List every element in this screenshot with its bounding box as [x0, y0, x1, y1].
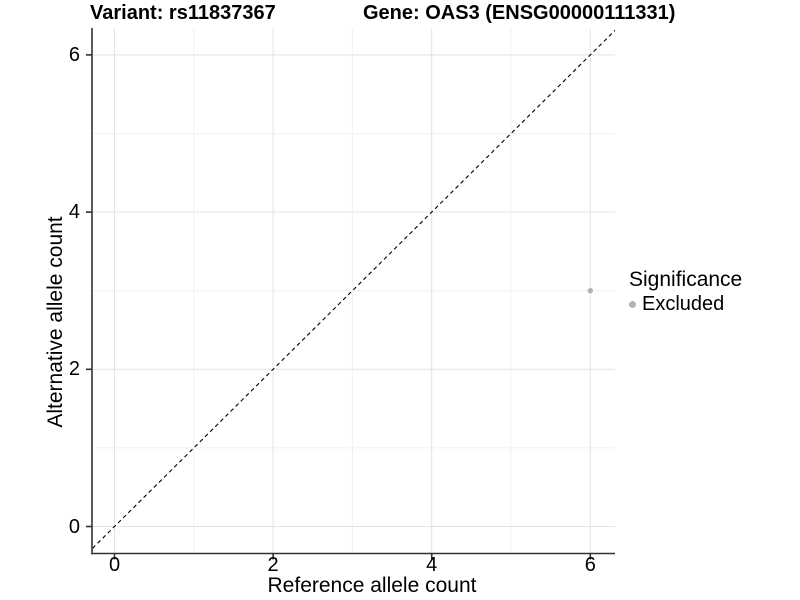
x-tick-label: 4: [426, 554, 438, 576]
y-tick-label: 2: [68, 358, 80, 381]
y-tick-label: 6: [68, 43, 80, 66]
legend-item-excluded: Excluded: [629, 292, 742, 316]
legend-item-label: Excluded: [642, 293, 725, 315]
legend-point-icon: [629, 300, 636, 308]
y-tick-label: 0: [68, 515, 80, 538]
title-variant: Variant: rs11837367: [90, 2, 276, 24]
legend: Significance Excluded: [629, 268, 742, 316]
x-axis-title: Reference allele count: [267, 574, 477, 597]
data-point: [587, 288, 593, 294]
x-tick-label: 2: [267, 554, 279, 576]
x-tick-label: 0: [108, 554, 121, 576]
title-gene: Gene: OAS3 (ENSG00000111331): [363, 2, 676, 24]
legend-title: Significance: [629, 268, 743, 291]
y-axis-title: Alternative allele count: [44, 216, 67, 428]
x-tick-label: 6: [584, 554, 596, 576]
y-tick-label: 4: [68, 201, 80, 224]
